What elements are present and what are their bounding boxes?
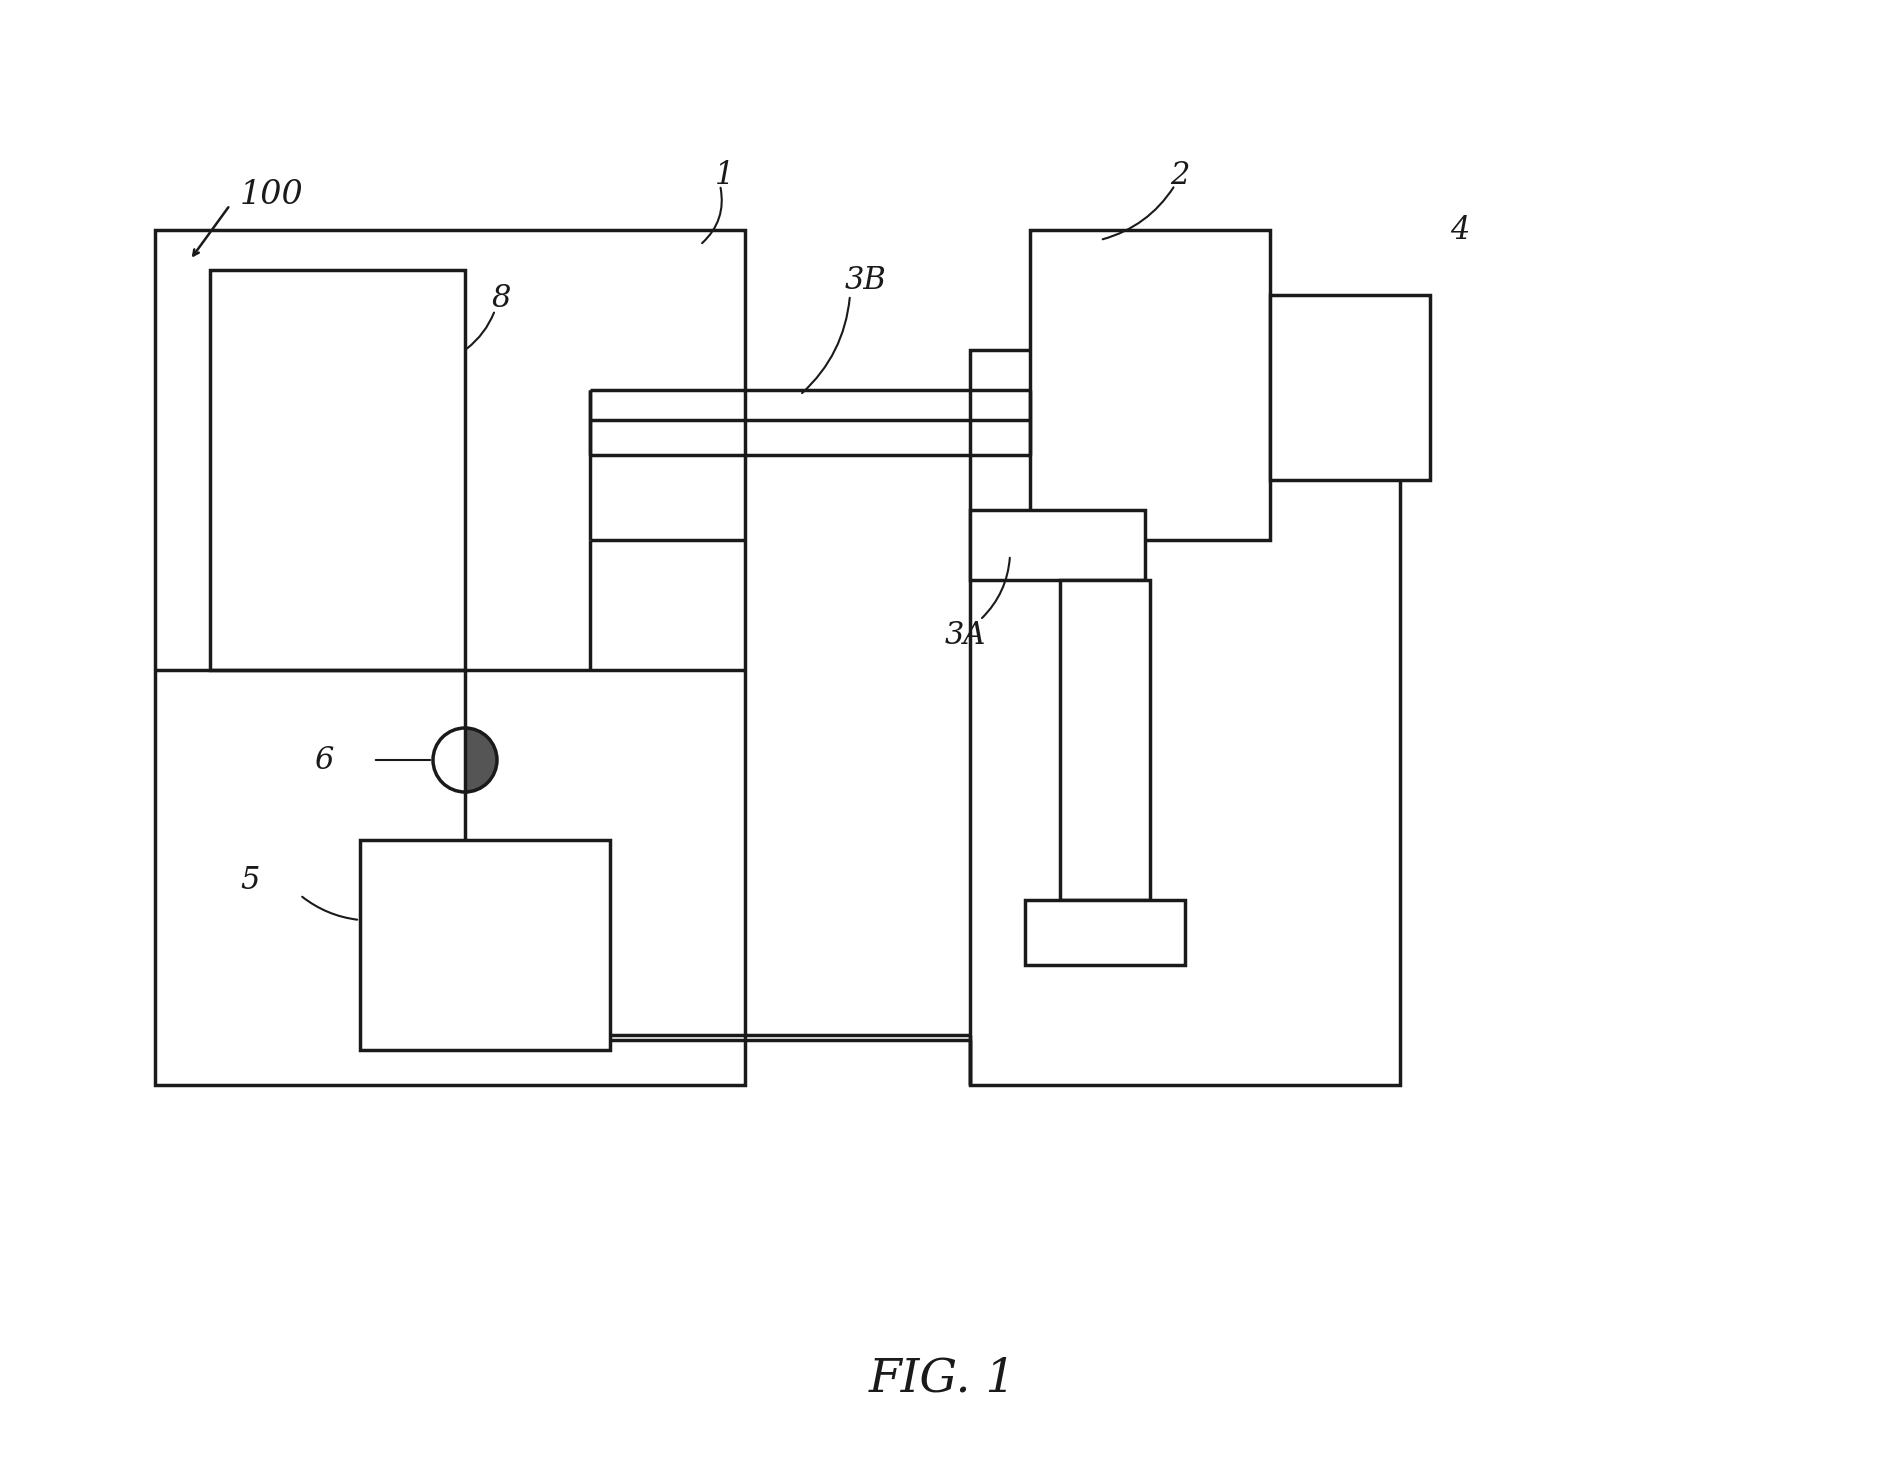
Bar <box>1025 900 1185 965</box>
Polygon shape <box>464 729 496 792</box>
Text: 3A: 3A <box>945 620 987 651</box>
Text: FIG. 1: FIG. 1 <box>870 1356 1017 1401</box>
Text: 4: 4 <box>1449 214 1470 245</box>
Bar <box>209 270 464 670</box>
Text: 6: 6 <box>313 745 332 776</box>
Text: 100: 100 <box>240 179 304 212</box>
Bar <box>970 510 1145 580</box>
Bar <box>360 840 610 1050</box>
Text: 2: 2 <box>1170 160 1189 191</box>
Bar <box>155 231 745 1086</box>
Bar <box>1270 295 1430 480</box>
Text: 5: 5 <box>242 864 260 896</box>
Text: 3B: 3B <box>845 264 887 295</box>
Text: 8: 8 <box>493 282 511 313</box>
Bar <box>1060 580 1149 900</box>
Bar <box>1030 231 1270 541</box>
Bar <box>970 350 1400 1086</box>
Text: 1: 1 <box>715 160 734 191</box>
